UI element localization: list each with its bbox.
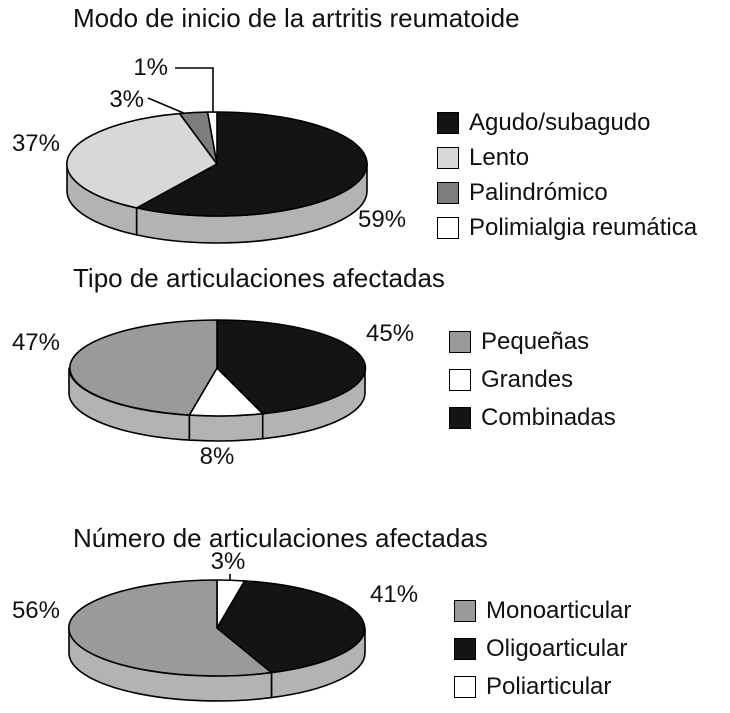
- legend-swatch-white: [449, 369, 471, 391]
- legend-swatch-black: [437, 112, 459, 134]
- legend-label: Combinadas: [481, 404, 616, 431]
- pie-chart-joint-type: [68, 319, 367, 442]
- pct-label: 45%: [366, 320, 415, 347]
- legend-label: Lento: [469, 144, 530, 171]
- pct-label: 1%: [133, 54, 168, 81]
- chart-title: Número de articulaciones afectadas: [73, 523, 488, 553]
- legend-item: Combinadas: [449, 404, 616, 432]
- pie-slice-agudo-subagudo: [135, 111, 368, 217]
- pie-chart-joint-count: [68, 574, 366, 702]
- legend-item: Pequeñas: [449, 328, 616, 356]
- legend-label: Oligoarticular: [486, 635, 628, 662]
- callout-line-1pct: [175, 67, 214, 113]
- legend-label: Agudo/subagudo: [469, 109, 651, 136]
- pie-slice-polimialgia-reum-tica: [206, 111, 218, 165]
- legend-swatch-gray: [449, 331, 471, 353]
- pct-label: 3%: [109, 86, 144, 113]
- legend-label: Palindrómico: [469, 179, 608, 206]
- legend-label: Poliarticular: [486, 673, 612, 700]
- legend-swatch-black: [449, 407, 471, 429]
- pct-label: 47%: [11, 329, 60, 356]
- legend-onset: Agudo/subagudo Lento Palindrómico Polimi…: [437, 109, 697, 249]
- chart-title: Modo de inicio de la artritis reumatoide: [73, 3, 520, 33]
- legend-swatch-white: [454, 676, 476, 698]
- legend-label: Monoarticular: [486, 597, 632, 624]
- legend-item: Polimialgia reumática: [437, 214, 697, 242]
- legend-swatch-black: [454, 638, 476, 660]
- pie-slice-combinadas: [216, 319, 367, 415]
- pct-label: 3%: [210, 548, 246, 575]
- legend-label: Grandes: [481, 366, 574, 393]
- legend-item: Poliarticular: [454, 673, 631, 701]
- legend-label: Pequeñas: [481, 328, 590, 355]
- pie-slice-oligoarticular: [216, 580, 366, 674]
- pie-chart-onset: [66, 67, 368, 244]
- legend-swatch-darkgray: [437, 182, 459, 204]
- chart-title: Tipo de articulaciones afectadas: [73, 263, 445, 293]
- pct-label: 37%: [11, 130, 60, 157]
- legend-item: Monoarticular: [454, 597, 631, 625]
- legend-swatch-gray: [454, 600, 476, 622]
- pie-slice-lento: [66, 112, 218, 209]
- pie-slice-monoarticular: [68, 579, 273, 677]
- legend-item: Oligoarticular: [454, 635, 631, 663]
- legend-joint-type: Pequeñas Grandes Combinadas: [449, 328, 616, 442]
- pct-label: 41%: [370, 581, 419, 608]
- pct-label: 59%: [358, 206, 407, 233]
- legend-item: Lento: [437, 144, 697, 172]
- pct-label: 56%: [11, 597, 60, 624]
- legend-item: Palindrómico: [437, 179, 697, 207]
- pie-rim-grandes: [188, 412, 264, 442]
- pie-slice-peque-as: [69, 319, 218, 416]
- legend-label: Polimialgia reumática: [469, 214, 698, 241]
- legend-swatch-white: [437, 217, 459, 239]
- legend-item: Agudo/subagudo: [437, 109, 697, 137]
- legend-joint-count: Monoarticular Oligoarticular Poliarticul…: [454, 597, 631, 711]
- legend-swatch-lightgray: [437, 147, 459, 169]
- legend-item: Grandes: [449, 366, 616, 394]
- pct-label: 8%: [199, 443, 235, 470]
